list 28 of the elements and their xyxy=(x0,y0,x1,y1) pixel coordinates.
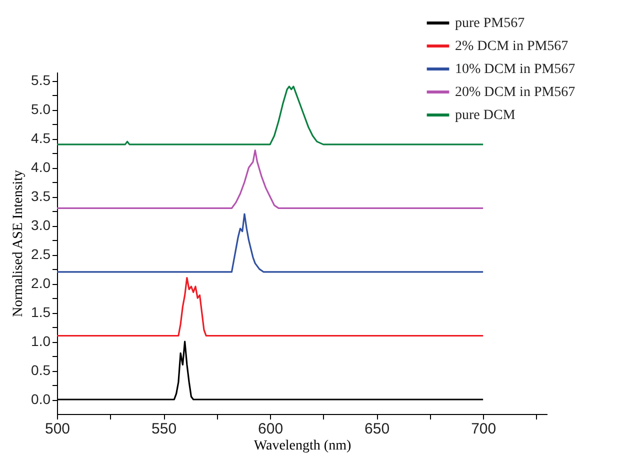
y-tick-label: 0.0 xyxy=(31,391,51,408)
y-tick-label: 2.0 xyxy=(31,275,51,292)
y-tick-label: 5.0 xyxy=(31,101,51,118)
x-tick-label: 650 xyxy=(364,420,390,438)
y-tick-label: 2.5 xyxy=(31,246,51,262)
y-tick-label: 0.5 xyxy=(31,362,51,378)
y-tick-label: 3.5 xyxy=(31,188,51,204)
y-tick-label: 5.5 xyxy=(31,72,51,88)
line-series xyxy=(57,213,484,273)
x-tick-label: 700 xyxy=(471,420,496,438)
y-tick-label: 3.0 xyxy=(31,217,51,234)
y-tick-label: 1.0 xyxy=(31,333,51,350)
y-tick-label: 4.5 xyxy=(31,130,51,146)
legend-label: 10% DCM in PM567 xyxy=(455,62,576,77)
x-tick-label: 550 xyxy=(152,420,177,438)
line-series xyxy=(57,86,484,146)
x-tick-label: 600 xyxy=(258,420,284,438)
y-tick-label: 1.5 xyxy=(31,304,51,320)
x-tick-label: 500 xyxy=(44,420,70,438)
line-series xyxy=(57,149,484,210)
legend-label: 2% DCM in PM567 xyxy=(455,39,568,54)
y-tick-label: 4.0 xyxy=(31,159,51,176)
legend-label: pure PM567 xyxy=(455,16,525,31)
x-axis-title: Wavelength (nm) xyxy=(254,438,352,454)
legend-label: 20% DCM in PM567 xyxy=(455,85,576,100)
y-axis-title: Normalised ASE Intensity xyxy=(11,170,26,317)
legend-label: pure DCM xyxy=(455,108,516,123)
line-series xyxy=(57,276,484,337)
